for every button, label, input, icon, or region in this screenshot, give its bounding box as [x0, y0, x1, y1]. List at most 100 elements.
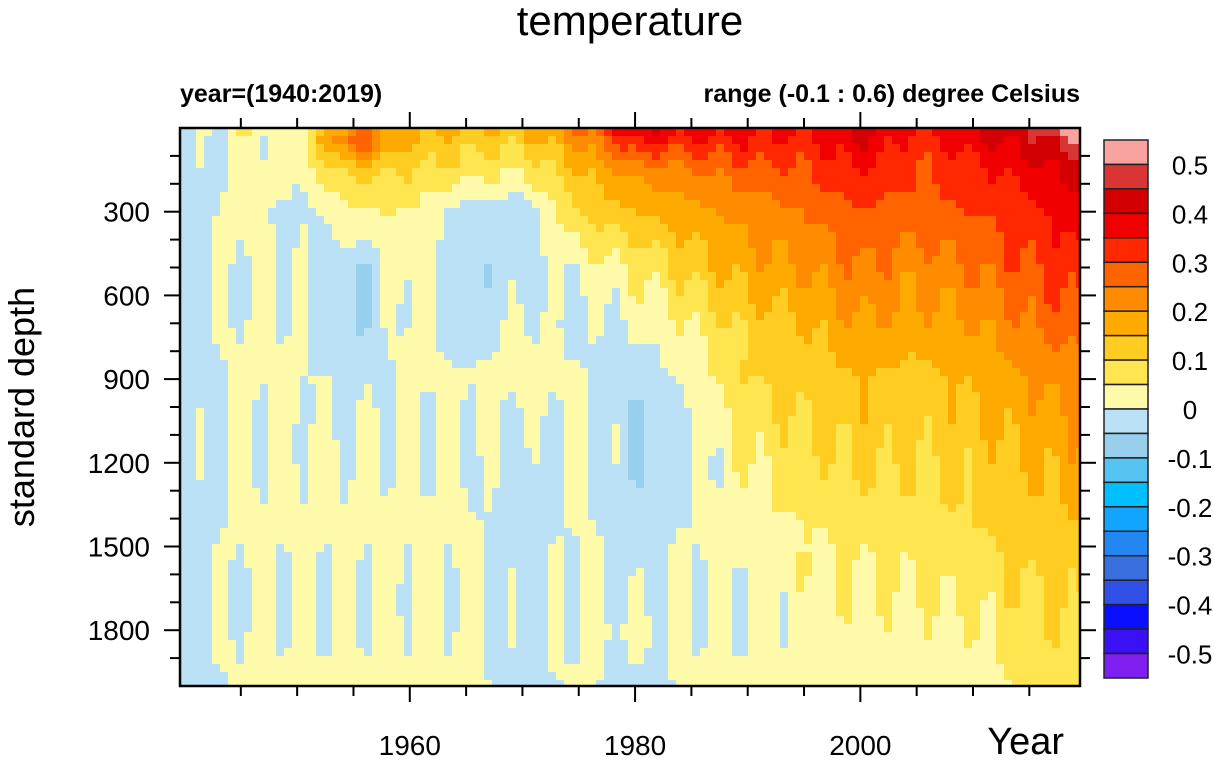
contour-cell	[1028, 456, 1037, 465]
contour-cell	[676, 432, 685, 441]
contour-cell	[636, 336, 645, 345]
contour-cell	[820, 456, 829, 465]
contour-cell	[332, 352, 341, 361]
contour-cell	[620, 272, 629, 281]
contour-cell	[1036, 376, 1045, 385]
contour-cell	[204, 448, 213, 457]
contour-cell	[300, 408, 309, 417]
contour-cell	[852, 392, 861, 401]
contour-cell	[900, 184, 909, 193]
chart-title: temperature	[517, 0, 743, 44]
contour-cell	[388, 288, 397, 297]
contour-cell	[628, 248, 637, 257]
contour-cell	[380, 376, 389, 385]
contour-cell	[188, 144, 197, 153]
contour-cell	[252, 424, 261, 433]
contour-cell	[700, 304, 709, 313]
contour-cell	[964, 464, 973, 473]
contour-cell	[740, 368, 749, 377]
contour-cell	[660, 264, 669, 273]
contour-cell	[860, 320, 869, 329]
contour-cell	[516, 456, 525, 465]
contour-cell	[524, 408, 533, 417]
contour-cell	[204, 328, 213, 337]
contour-cell	[188, 312, 197, 321]
contour-cell	[804, 176, 813, 185]
contour-cell	[772, 248, 781, 257]
contour-cell	[452, 328, 461, 337]
contour-cell	[1068, 320, 1077, 329]
contour-cell	[804, 304, 813, 313]
contour-cell	[668, 336, 677, 345]
contour-cell	[252, 408, 261, 417]
contour-cell	[356, 376, 365, 385]
contour-cell	[380, 264, 389, 273]
contour-cell	[612, 144, 621, 153]
contour-cell	[796, 376, 805, 385]
contour-cell	[1012, 192, 1021, 201]
contour-cell	[780, 440, 789, 449]
contour-cell	[308, 128, 317, 137]
contour-cell	[1012, 448, 1021, 457]
contour-cell	[276, 400, 285, 409]
contour-cell	[332, 328, 341, 337]
contour-cell	[388, 312, 397, 321]
contour-cell	[404, 216, 413, 225]
contour-cell	[916, 384, 925, 393]
contour-cell	[220, 240, 229, 249]
contour-cell	[756, 272, 765, 281]
contour-cell	[820, 232, 829, 241]
contour-cell	[980, 176, 989, 185]
contour-cell	[572, 328, 581, 337]
contour-cell	[284, 248, 293, 257]
contour-cell	[764, 256, 773, 265]
contour-cell	[852, 456, 861, 465]
contour-cell	[612, 320, 621, 329]
contour-cell	[188, 168, 197, 177]
contour-cell	[988, 224, 997, 233]
contour-cell	[452, 464, 461, 473]
contour-cell	[244, 336, 253, 345]
contour-cell	[732, 200, 741, 209]
contour-cell	[452, 304, 461, 313]
contour-cell	[204, 224, 213, 233]
contour-cell	[1068, 200, 1077, 209]
contour-cell	[940, 432, 949, 441]
contour-cell	[940, 344, 949, 353]
contour-cell	[540, 464, 549, 473]
contour-cell	[308, 408, 317, 417]
contour-cell	[1044, 200, 1053, 209]
contour-cell	[1028, 352, 1037, 361]
contour-cell	[796, 472, 805, 481]
contour-cell	[988, 432, 997, 441]
contour-cell	[276, 376, 285, 385]
contour-cell	[804, 248, 813, 257]
contour-cell	[628, 328, 637, 337]
contour-cell	[556, 216, 565, 225]
contour-cell	[220, 456, 229, 465]
contour-cell	[764, 424, 773, 433]
contour-cell	[412, 416, 421, 425]
contour-cell	[764, 456, 773, 465]
contour-cell	[284, 264, 293, 273]
contour-cell	[316, 432, 325, 441]
contour-cell	[636, 288, 645, 297]
contour-cell	[476, 280, 485, 289]
contour-cell	[876, 344, 885, 353]
contour-cell	[604, 408, 613, 417]
contour-cell	[268, 296, 277, 305]
contour-cell	[244, 376, 253, 385]
contour-cell	[292, 424, 301, 433]
contour-cell	[228, 200, 237, 209]
contour-cell	[708, 216, 717, 225]
contour-cell	[692, 176, 701, 185]
contour-cell	[460, 448, 469, 457]
contour-cell	[988, 416, 997, 425]
contour-cell	[660, 408, 669, 417]
contour-cell	[196, 264, 205, 273]
contour-cell	[420, 160, 429, 169]
contour-cell	[1060, 128, 1069, 137]
contour-cell	[852, 376, 861, 385]
contour-cell	[948, 424, 957, 433]
contour-cell	[628, 192, 637, 201]
